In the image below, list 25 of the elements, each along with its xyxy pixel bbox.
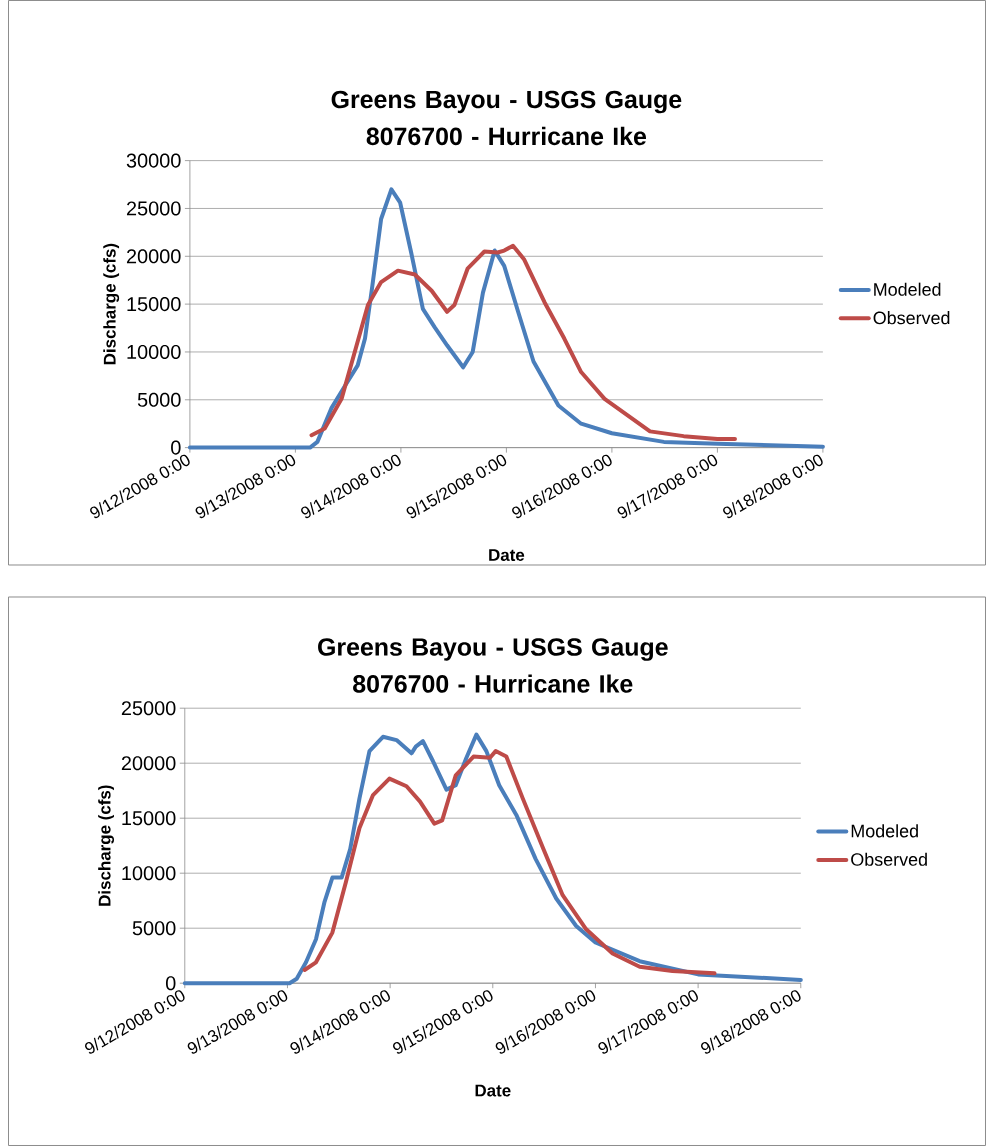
y-tick-label: 0 <box>171 440 181 455</box>
line-series <box>309 243 737 442</box>
y-axis-title: Discharge (cfs) <box>98 785 115 906</box>
chart-title: Greens Bayou - USGS Gauge 8076700 - Hurricane Ike <box>318 638 668 693</box>
y-tick-label: 0 <box>165 976 176 991</box>
y-tick-label: 25000 <box>121 701 176 716</box>
y-axis-title: Discharge (cfs) <box>103 243 120 365</box>
y-tick-label: 25000 <box>126 201 181 216</box>
y-tick-label: 5000 <box>137 392 181 407</box>
legend-label: Modeled <box>874 282 941 296</box>
y-tick-label: 20000 <box>126 249 181 264</box>
legend-label: Observed <box>873 311 950 325</box>
chart-title: Greens Bayou - USGS Gauge 8076700 - Hurricane Ike <box>331 90 682 146</box>
y-tick-label: 15000 <box>127 297 181 312</box>
y-tick-label: 5000 <box>132 921 176 936</box>
y-tick-label: 20000 <box>121 756 176 771</box>
y-tick-label: 10000 <box>122 866 176 881</box>
y-tick-label: 30000 <box>126 153 181 168</box>
legend-label: Observed <box>851 852 927 866</box>
x-axis-title: Date <box>475 1084 511 1097</box>
x-axis-title: Date <box>489 549 525 561</box>
y-tick-label: 10000 <box>127 344 181 359</box>
y-tick-label: 15000 <box>122 811 176 826</box>
line-series <box>302 749 717 976</box>
legend-label: Modeled <box>851 824 918 838</box>
